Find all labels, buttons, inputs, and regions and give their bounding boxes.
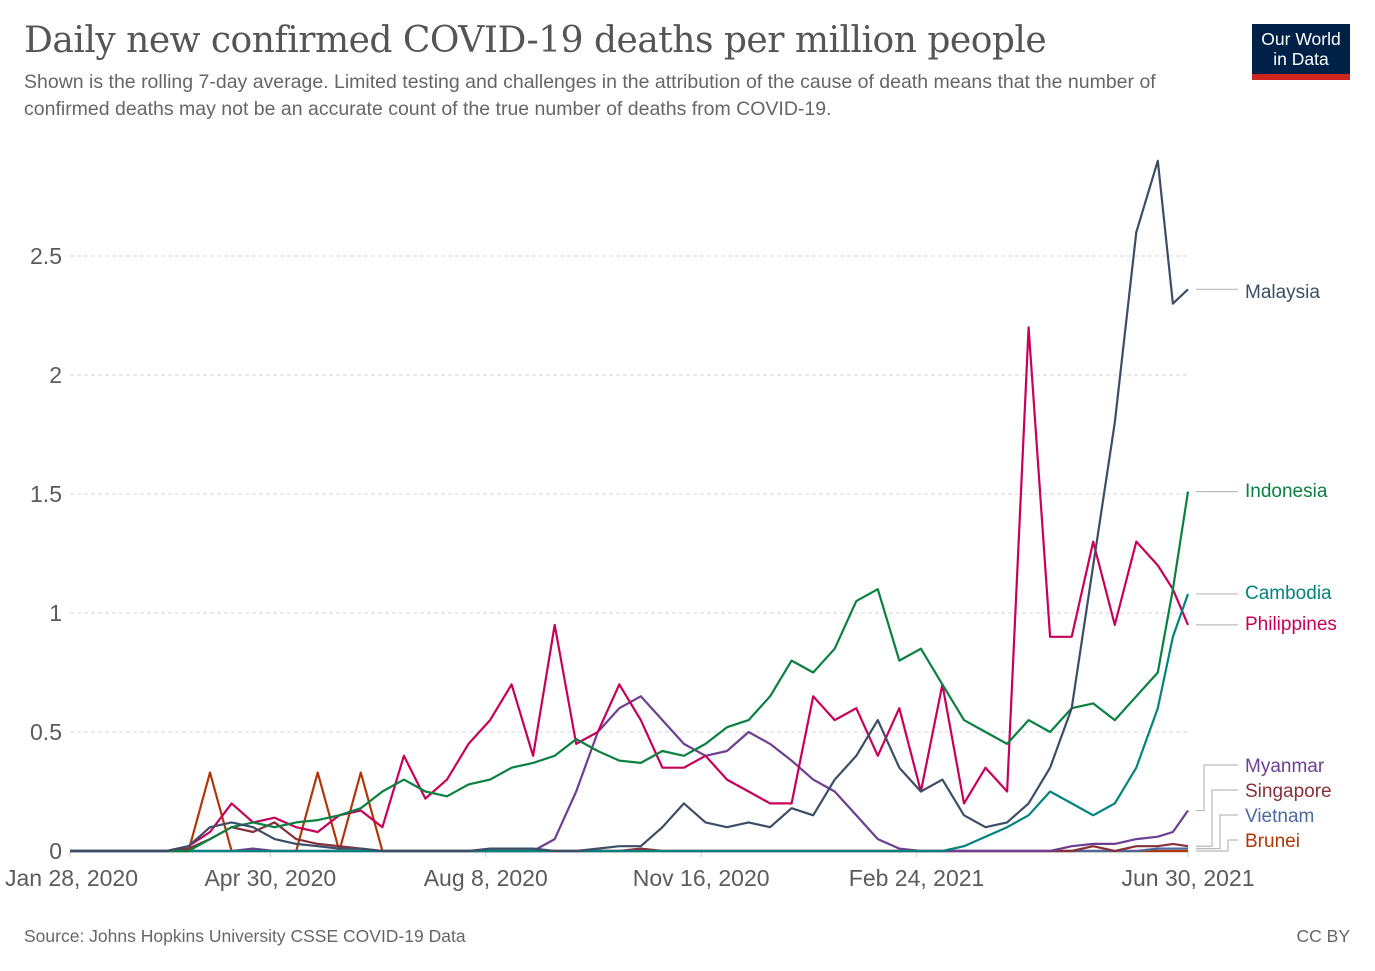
y-axis-ticks: 0 0.5 1 1.5 2 2.5 xyxy=(30,243,62,864)
x-axis: Jan 28, 2020 Apr 30, 2020 Aug 8, 2020 Nov 1… xyxy=(5,851,1255,891)
series-line-cambodia[interactable] xyxy=(70,593,1190,853)
grid-lines xyxy=(70,255,1188,733)
legend-label-vietnam[interactable]: Vietnam xyxy=(1245,806,1314,827)
series-lines xyxy=(70,159,1190,853)
logo-line-1: Our World xyxy=(1261,29,1341,49)
series-line-malaysia[interactable] xyxy=(70,159,1189,853)
legend-connector xyxy=(1196,814,1238,850)
legend-label-philippines[interactable]: Philippines xyxy=(1245,614,1337,635)
x-tick-label: Apr 30, 2020 xyxy=(204,865,336,891)
owid-logo[interactable]: Our World in Data xyxy=(1252,24,1350,80)
legend-label-brunei[interactable]: Brunei xyxy=(1245,831,1300,852)
series-line-philippines[interactable] xyxy=(70,326,1190,853)
x-tick-label: Jun 30, 2021 xyxy=(1121,865,1254,891)
legend-label-malaysia[interactable]: Malaysia xyxy=(1245,282,1320,303)
legend-label-cambodia[interactable]: Cambodia xyxy=(1245,583,1332,604)
y-tick-label: 0 xyxy=(49,838,62,864)
logo-accent-bar xyxy=(1252,74,1350,80)
x-tick-label: Feb 24, 2021 xyxy=(849,865,985,891)
y-tick-label: 2.5 xyxy=(30,243,62,269)
y-tick-label: 2 xyxy=(49,362,62,388)
x-tick-label: Aug 8, 2020 xyxy=(424,865,548,891)
legend-connector xyxy=(1196,839,1238,852)
legend-connector xyxy=(1196,764,1238,812)
y-tick-label: 0.5 xyxy=(30,719,62,745)
legend-connector xyxy=(1196,789,1238,847)
y-tick-label: 1 xyxy=(49,600,62,626)
license-link[interactable]: CC BY xyxy=(1296,926,1350,946)
legend-label-myanmar[interactable]: Myanmar xyxy=(1245,756,1325,777)
chart-subtitle: Shown is the rolling 7-day average. Limi… xyxy=(24,71,1156,120)
chart-title: Daily new confirmed COVID-19 deaths per … xyxy=(24,20,1047,61)
logo-line-2: in Data xyxy=(1273,49,1329,69)
x-tick-label: Jan 28, 2020 xyxy=(5,865,138,891)
series-line-indonesia[interactable] xyxy=(70,491,1190,853)
x-tick-label: Nov 16, 2020 xyxy=(633,865,770,891)
legend-label-indonesia[interactable]: Indonesia xyxy=(1245,481,1328,502)
legend-label-singapore[interactable]: Singapore xyxy=(1245,781,1332,802)
source-note[interactable]: Source: Johns Hopkins University CSSE CO… xyxy=(24,926,466,946)
legend: Malaysia Indonesia Cambodia Philippines Myan… xyxy=(1196,282,1337,852)
y-tick-label: 1.5 xyxy=(30,481,62,507)
